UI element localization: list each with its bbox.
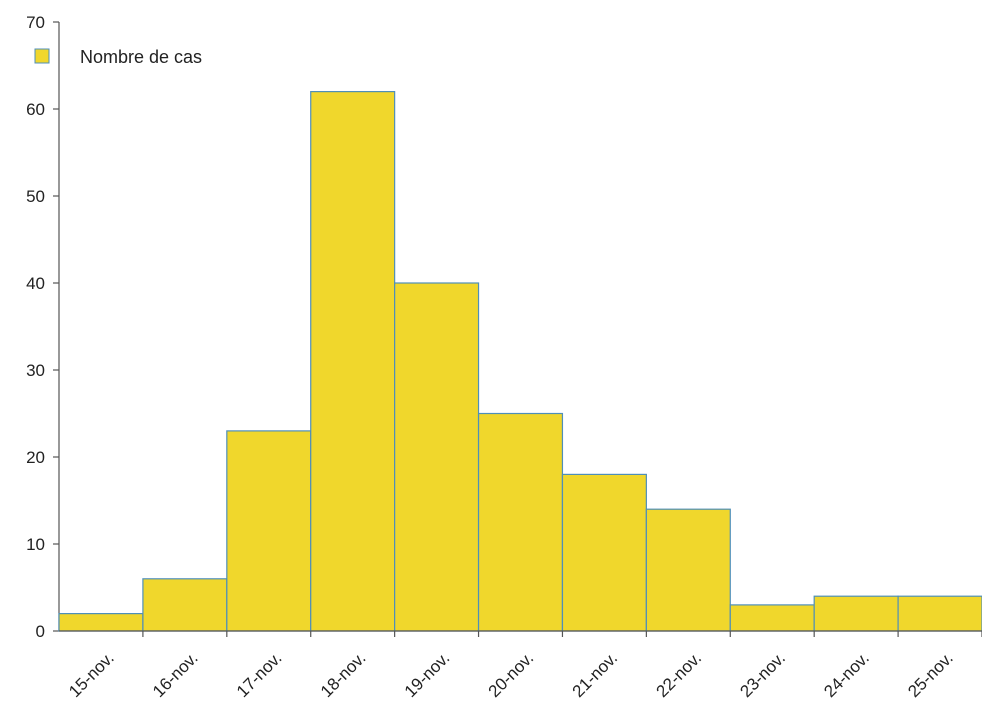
legend: Nombre de cas — [34, 47, 202, 67]
y-tick-label: 30 — [26, 361, 45, 380]
y-tick-label: 40 — [26, 274, 45, 293]
y-tick-label: 20 — [26, 448, 45, 467]
y-tick-label: 60 — [26, 100, 45, 119]
x-tick-label: 21-nov. — [569, 648, 622, 701]
bar-20-nov — [477, 412, 564, 632]
bar-22-nov — [645, 508, 731, 632]
x-axis: 15-nov. 16-nov. 17-nov. 18-nov. 19-nov. 20-no… — [59, 630, 982, 701]
bar-24-nov — [813, 595, 899, 632]
bar-17-nov — [226, 430, 312, 632]
y-tick-label: 10 — [26, 535, 45, 554]
y-tick-label: 50 — [26, 187, 45, 206]
x-tick-label: 17-nov. — [233, 648, 286, 701]
x-tick-label: 24-nov. — [820, 648, 873, 701]
bar-15-nov — [58, 612, 144, 632]
bar-21-nov — [561, 473, 647, 632]
x-tick-label: 15-nov. — [65, 648, 118, 701]
bar-16-nov — [142, 578, 228, 632]
x-tick-label: 16-nov. — [149, 648, 202, 701]
y-tick-label: 70 — [26, 13, 45, 32]
bar-25-nov — [897, 595, 982, 632]
legend-label: Nombre de cas — [80, 47, 202, 67]
bar-23-nov — [729, 604, 815, 632]
bars — [58, 90, 982, 632]
x-tick-label: 20-nov. — [485, 648, 538, 701]
legend-swatch — [34, 48, 50, 64]
y-tick-label: 0 — [36, 622, 45, 641]
x-tick-label: 18-nov. — [317, 648, 370, 701]
x-tick-label: 22-nov. — [653, 648, 706, 701]
bar-19-nov — [394, 282, 480, 632]
bar-18-nov — [310, 90, 396, 632]
x-tick-label: 25-nov. — [904, 648, 957, 701]
x-tick-label: 19-nov. — [401, 648, 454, 701]
y-axis: 0 10 20 30 40 50 60 70 — [26, 13, 60, 641]
x-tick-label: 23-nov. — [736, 648, 789, 701]
